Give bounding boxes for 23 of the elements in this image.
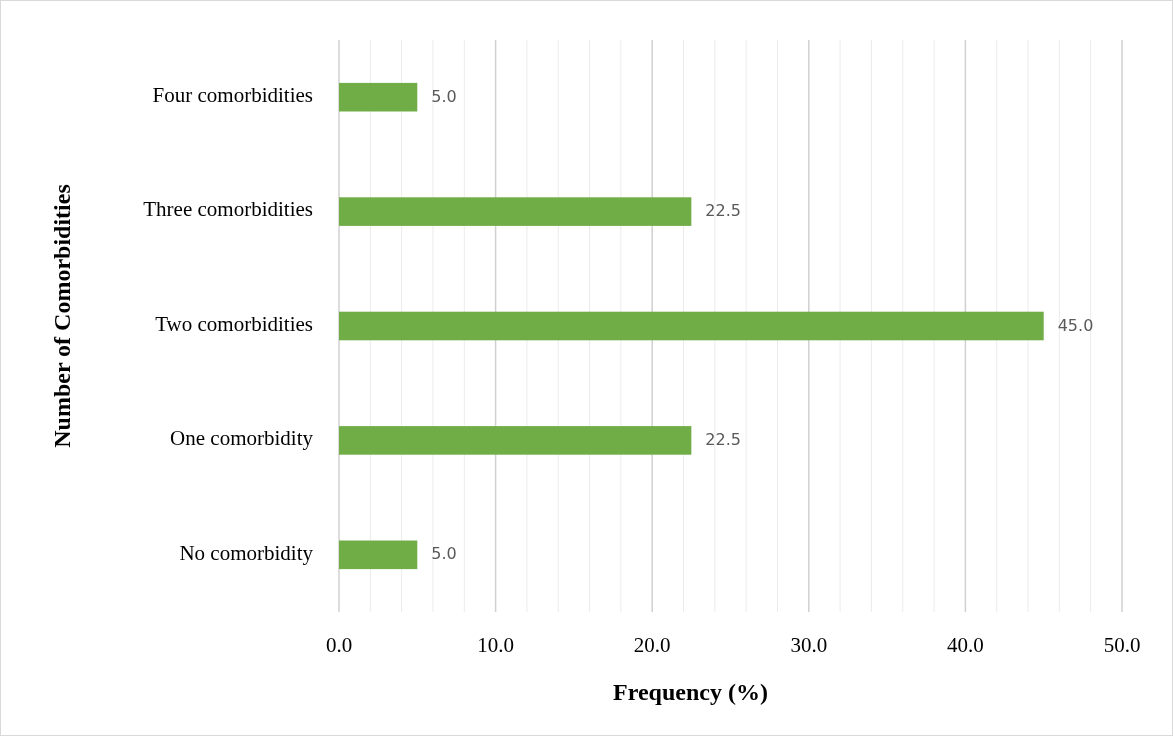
bar [339,426,692,455]
bar [339,311,1044,341]
y-tick-label: One comorbidity [170,426,314,451]
y-tick-label: Two comorbidities [155,311,313,336]
data-label: 5.0 [431,544,457,564]
data-label: 45.0 [1057,315,1094,335]
y-tick-label: Three comorbidities [143,197,313,222]
x-tick-label: 10.0 [477,633,514,657]
x-tick-label: 0.0 [325,633,353,657]
x-tick-label: 20.0 [633,633,671,657]
y-tick-label: No comorbidity [179,540,314,565]
bar [339,197,692,226]
data-label: 22.5 [705,201,741,221]
y-tick-label: Four comorbidities [152,83,313,108]
x-tick-label: 30.0 [790,633,828,657]
y-axis-title: Number of Comorbidities [49,184,75,448]
x-tick-label: 40.0 [947,633,984,657]
data-label: 5.0 [431,86,457,106]
x-axis-title: Frequency (%) [613,679,768,705]
bar [339,82,418,112]
data-label: 22.5 [705,429,741,449]
bar [339,540,418,570]
x-tick-label: 50.0 [1103,633,1141,657]
